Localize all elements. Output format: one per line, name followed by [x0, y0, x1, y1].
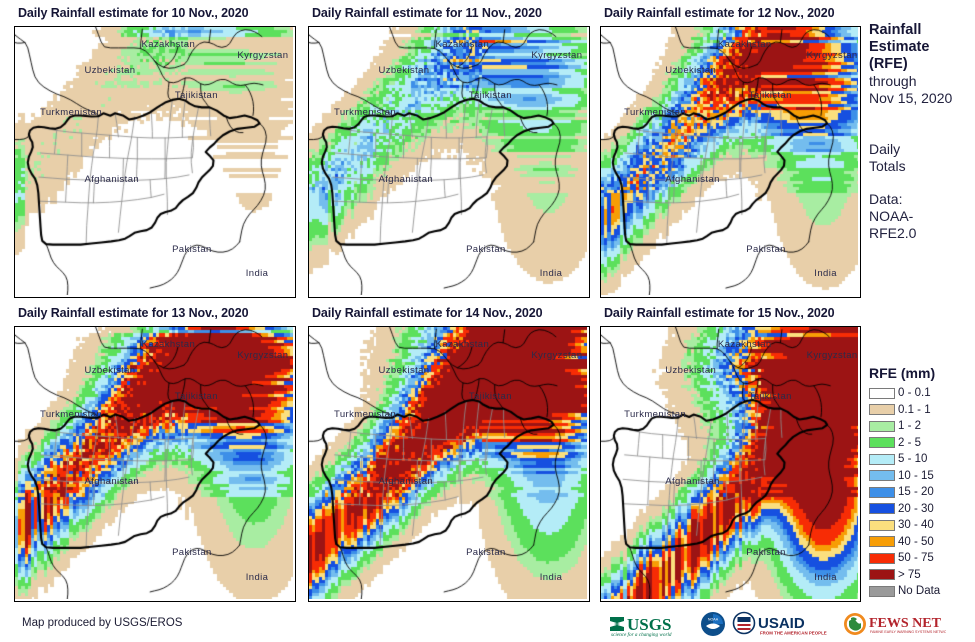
info-title-line1: Rainfall: [869, 22, 922, 38]
legend-swatch: [869, 470, 895, 482]
legend-row: 0 - 0.1: [869, 385, 973, 402]
legend-label: 0 - 0.1: [898, 387, 931, 400]
info-column: Rainfall Estimate (RFE) through Nov 15, …: [869, 22, 973, 242]
map-canvas-frame[interactable]: Kazakhstan Kyrgyzstan Uzbekistan Tajikistan…: [600, 326, 861, 602]
legend-label: No Data: [898, 585, 941, 598]
usgs-logo: USGS science for a changing world: [608, 610, 694, 638]
legend-title: RFE (mm): [869, 365, 936, 381]
legend-label: 20 - 30: [898, 502, 934, 515]
svg-text:USGS: USGS: [627, 615, 671, 634]
legend-swatch: [869, 437, 895, 449]
legend-row: 5 - 10: [869, 451, 973, 468]
map-canvas-frame[interactable]: Kazakhstan Kyrgyzstan Uzbekistan Tajikistan…: [14, 26, 296, 298]
legend-row: 10 - 15: [869, 468, 973, 485]
panel-title: Daily Rainfall estimate for 14 Nov., 202…: [312, 306, 543, 320]
svg-text:FEWS NET: FEWS NET: [869, 616, 942, 631]
map-panel-15-nov: Daily Rainfall estimate for 15 Nov., 202…: [600, 306, 861, 602]
info-title-line2: Estimate: [869, 39, 930, 55]
rfe-legend: RFE (mm) 0 - 0.1 0.1 - 1 1 - 2 2 - 5 5 - 10 1…: [869, 365, 973, 600]
legend-row: 15 - 20: [869, 484, 973, 501]
info-totals-line1: Daily: [869, 141, 901, 157]
legend-row: 1 - 2: [869, 418, 973, 435]
legend-row: 0.1 - 1: [869, 402, 973, 419]
info-data-line2: NOAA-: [869, 208, 914, 224]
legend-swatch: [869, 486, 895, 498]
map-canvas-frame[interactable]: Kazakhstan Kyrgyzstan Uzbekistan Tajikistan…: [14, 326, 296, 602]
fews-net-logo: FEWS NET FAMINE EARLY WARNING SYSTEMS NE…: [842, 610, 946, 638]
map-panel-13-nov: Daily Rainfall estimate for 13 Nov., 202…: [14, 306, 296, 602]
svg-text:USAID: USAID: [758, 615, 805, 632]
legend-label: > 75: [898, 568, 921, 581]
map-canvas-frame[interactable]: Kazakhstan Kyrgyzstan Uzbekistan Tajikistan…: [308, 26, 590, 298]
legend-row: 20 - 30: [869, 501, 973, 518]
map-panel-10-nov: Daily Rainfall estimate for 10 Nov., 202…: [14, 6, 296, 298]
legend-swatch: [869, 536, 895, 548]
legend-row: 2 - 5: [869, 435, 973, 452]
info-totals-line2: Totals: [869, 158, 906, 174]
map-panel-14-nov: Daily Rainfall estimate for 14 Nov., 202…: [308, 306, 590, 602]
panel-title: Daily Rainfall estimate for 12 Nov., 202…: [604, 6, 835, 20]
legend-swatch: [869, 404, 895, 416]
legend-label: 5 - 10: [898, 453, 928, 466]
noaa-logo: NOAA: [700, 610, 726, 638]
legend-swatch: [869, 569, 895, 581]
map-panel-12-nov: Daily Rainfall estimate for 12 Nov., 202…: [600, 6, 861, 298]
legend-label: 2 - 5: [898, 436, 922, 449]
info-title-line3: (RFE): [869, 56, 908, 72]
legend-label: 30 - 40: [898, 519, 934, 532]
map-panel-11-nov: Daily Rainfall estimate for 11 Nov., 202…: [308, 6, 590, 298]
map-canvas-frame[interactable]: Kazakhstan Kyrgyzstan Uzbekistan Tajikistan…: [600, 26, 861, 298]
legend-label: 0.1 - 1: [898, 403, 931, 416]
legend-label: 15 - 20: [898, 486, 934, 499]
svg-text:FROM THE AMERICAN PEOPLE: FROM THE AMERICAN PEOPLE: [760, 631, 827, 636]
svg-text:science for a changing world: science for a changing world: [611, 631, 672, 637]
svg-text:NOAA: NOAA: [708, 618, 719, 622]
legend-label: 40 - 50: [898, 535, 934, 548]
legend-swatch: [869, 420, 895, 432]
info-date-range: Nov 15, 2020: [869, 90, 953, 106]
legend-row: No Data: [869, 583, 973, 600]
info-through: through: [869, 73, 917, 89]
legend-swatch: [869, 387, 895, 399]
map-credit: Map produced by USGS/EROS: [22, 617, 183, 629]
panel-title: Daily Rainfall estimate for 10 Nov., 202…: [18, 6, 249, 20]
legend-swatch: [869, 552, 895, 564]
legend-swatch: [869, 519, 895, 531]
panel-title: Daily Rainfall estimate for 13 Nov., 202…: [18, 306, 249, 320]
legend-swatch: [869, 453, 895, 465]
legend-label: 50 - 75: [898, 552, 934, 565]
svg-text:FAMINE EARLY WARNING SYSTEMS N: FAMINE EARLY WARNING SYSTEMS NETWORK: [870, 630, 946, 634]
panel-title: Daily Rainfall estimate for 15 Nov., 202…: [604, 306, 835, 320]
usaid-logo: USAID FROM THE AMERICAN PEOPLE: [732, 610, 836, 638]
agency-logos: USGS science for a changing world NOAA: [608, 609, 946, 639]
panel-title: Daily Rainfall estimate for 11 Nov., 202…: [312, 6, 542, 20]
map-canvas-frame[interactable]: Kazakhstan Kyrgyzstan Uzbekistan Tajikistan…: [308, 326, 590, 602]
legend-row: 40 - 50: [869, 534, 973, 551]
legend-label: 10 - 15: [898, 469, 934, 482]
legend-swatch: [869, 503, 895, 515]
legend-label: 1 - 2: [898, 420, 922, 433]
legend-row: > 75: [869, 567, 973, 584]
info-data-line3: RFE2.0: [869, 225, 917, 241]
info-data-line1: Data:: [869, 191, 903, 207]
legend-swatch: [869, 585, 895, 597]
legend-row: 50 - 75: [869, 550, 973, 567]
legend-row: 30 - 40: [869, 517, 973, 534]
